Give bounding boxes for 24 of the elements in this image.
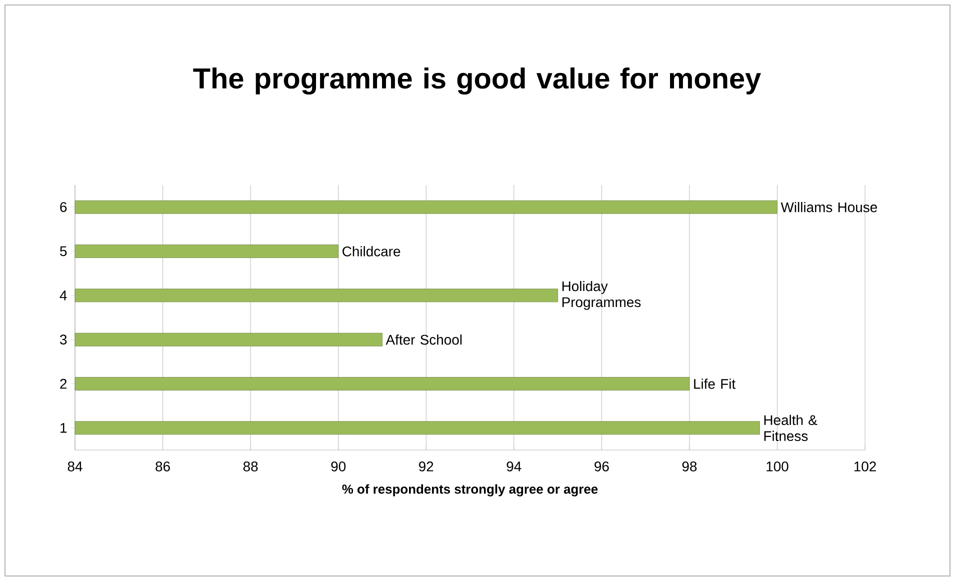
x-tick-label: 84 [68, 462, 82, 472]
x-tick-label: 102 [854, 462, 876, 472]
y-tick-label: 3 [60, 334, 67, 345]
x-tick-label: 94 [506, 462, 522, 472]
x-tick-label: 86 [156, 462, 170, 472]
annotation: After School [386, 334, 462, 345]
y-tick-label: 1 [60, 423, 67, 433]
y-tick-label: 4 [60, 290, 67, 300]
y-tick-label: 6 [60, 202, 67, 212]
x-tick-label: 92 [419, 462, 434, 472]
annotation: Holiday Programmes [562, 280, 641, 310]
x-tick-label: 96 [594, 462, 609, 472]
y-tick-label: 2 [60, 378, 67, 389]
x-tick-label: 98 [682, 462, 697, 472]
x-axis-title: % of respondents strongly agree or agree [342, 484, 598, 496]
annotation: Childcare [342, 246, 400, 256]
annotation: Williams House [780, 202, 877, 212]
y-tick-label: 5 [60, 246, 67, 256]
annotation: Health & Fitness [764, 414, 818, 442]
x-tick-label: 90 [331, 462, 346, 472]
chart-title: The programme is good value for money [193, 67, 761, 95]
x-tick-label: 88 [243, 462, 258, 472]
annotation: Life Fit [694, 378, 736, 389]
x-tick-label: 100 [766, 462, 788, 472]
